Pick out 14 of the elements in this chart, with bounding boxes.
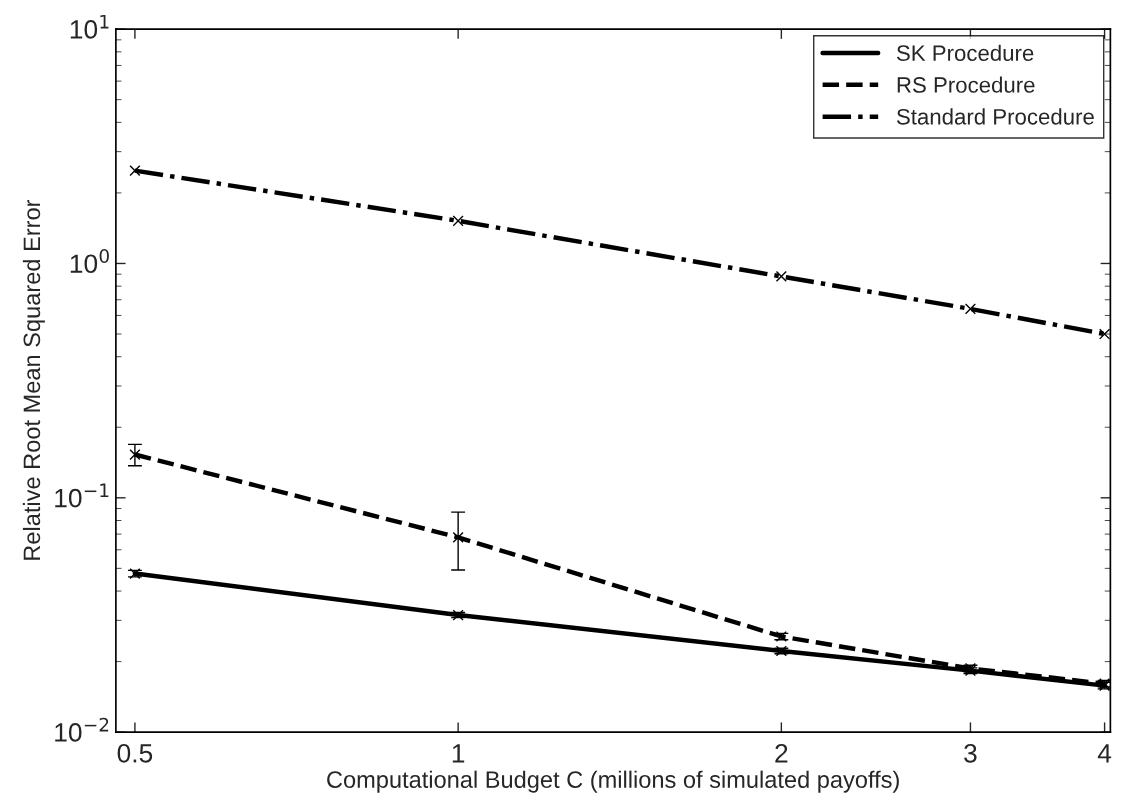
x-tick-label: 3 bbox=[964, 743, 977, 763]
y-axis-title: Relative Root Mean Squared Error bbox=[22, 199, 45, 560]
x-tick-label: 4 bbox=[1097, 744, 1112, 763]
y-tick-label: 10$^{−1}$ bbox=[55, 483, 109, 508]
legend-label: RS Procedure bbox=[897, 76, 1035, 93]
y-tick-label: 10$^{0}$ bbox=[70, 249, 109, 274]
x-axis-title: Computational Budget C (millions of simulated payoffs) bbox=[327, 770, 899, 793]
x-tick-label: 2 bbox=[775, 743, 788, 763]
y-tick-label: 10$^{−2}$ bbox=[55, 717, 109, 742]
x-tick-label: 1 bbox=[452, 744, 465, 763]
y-tick-label: 10$^{1}$ bbox=[70, 14, 109, 39]
legend-label: SK Procedure bbox=[896, 44, 1034, 61]
x-tick-label: 0.5 bbox=[117, 743, 153, 763]
legend-label: Standard Procedure bbox=[896, 108, 1094, 125]
